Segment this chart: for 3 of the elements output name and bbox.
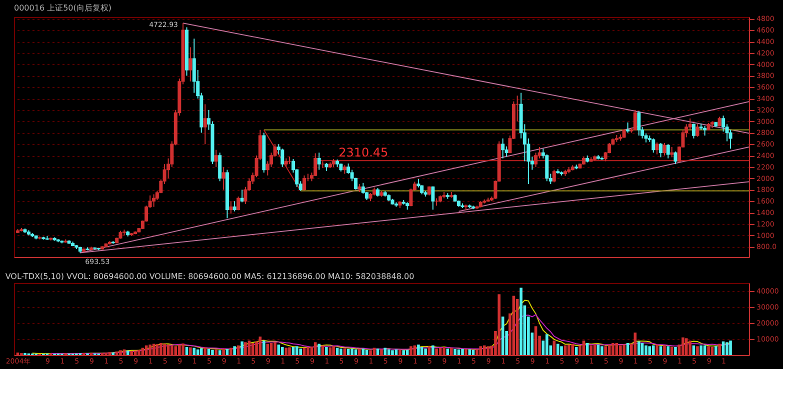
chart-title: 000016 上证50(向后复权) <box>14 4 112 13</box>
chart-title: VOL-TDX(5,10) VVOL: 80694600.00 VOLUME: 80694600.00 MA5: 612136896.00 MA10: 582038848.00 <box>5 272 414 281</box>
annotation: 2310.45 <box>338 146 388 160</box>
